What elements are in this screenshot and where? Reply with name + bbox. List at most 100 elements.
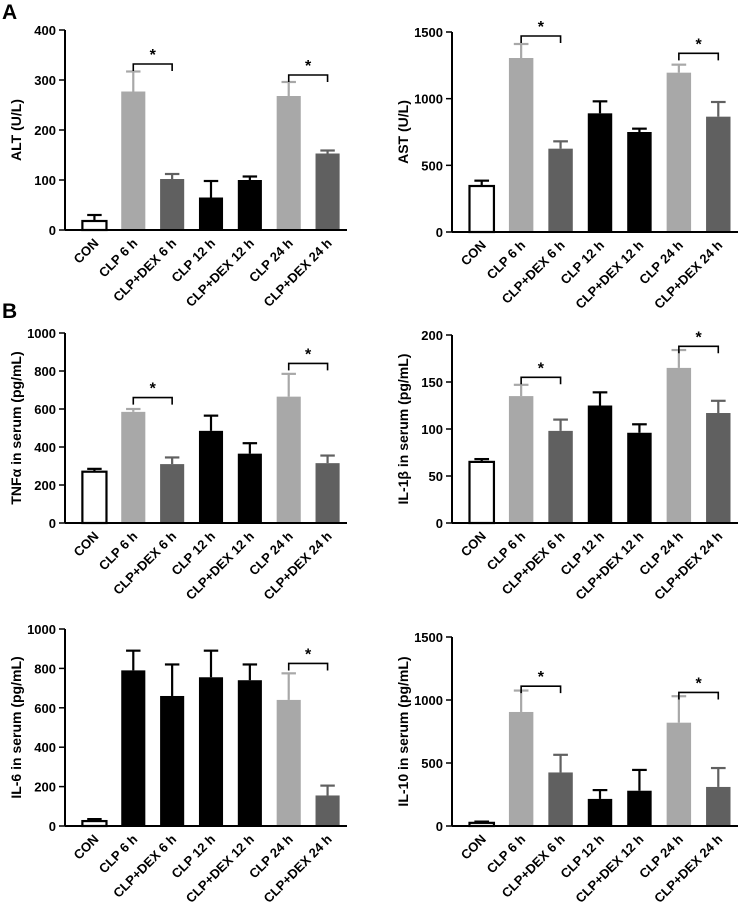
y-tick-label: 0 xyxy=(49,516,56,531)
x-tick-label: CLP+DEX 24 h xyxy=(651,528,725,602)
bar xyxy=(587,798,613,826)
bar xyxy=(198,677,224,826)
y-tick-label: 600 xyxy=(34,701,56,716)
significance-star: * xyxy=(150,47,157,64)
y-axis-title: ALT (U/L) xyxy=(8,99,24,161)
y-tick-label: 800 xyxy=(34,661,56,676)
y-tick-label: 50 xyxy=(429,469,443,484)
x-tick-label: CLP+DEX 12 h xyxy=(183,528,257,602)
significance-star: * xyxy=(538,669,545,686)
bar xyxy=(121,91,146,230)
bar xyxy=(706,786,731,826)
x-tick-label: CLP+DEX 24 h xyxy=(651,237,725,311)
bar xyxy=(627,432,652,523)
y-tick-label: 100 xyxy=(421,422,443,437)
bar xyxy=(627,790,652,826)
bar xyxy=(276,396,301,523)
y-tick-label: 200 xyxy=(34,123,56,138)
y-axis-title: AST (U/L) xyxy=(395,100,411,164)
significance-bracket xyxy=(678,691,720,700)
y-tick-label: 400 xyxy=(34,23,56,38)
bar xyxy=(508,711,534,826)
x-tick-label: CLP+DEX 12 h xyxy=(183,235,257,309)
bar xyxy=(237,453,262,523)
bar xyxy=(666,367,692,523)
y-tick-label: 200 xyxy=(34,780,56,795)
x-tick-label: CLP+DEX 24 h xyxy=(260,235,334,309)
significance-star: * xyxy=(695,329,702,346)
y-tick-label: 200 xyxy=(421,328,443,343)
significance-star: * xyxy=(305,346,312,363)
x-tick-label: CLP+DEX 24 h xyxy=(260,831,334,905)
y-tick-label: 1000 xyxy=(27,622,56,637)
chart-3: 0 50 100 150 200 IL-1β in serum (pg/mL) CON CLP… xyxy=(395,328,738,603)
significance-bracket xyxy=(520,685,562,694)
x-tick-label: CLP+DEX 12 h xyxy=(572,831,646,905)
bar xyxy=(548,148,573,232)
bar xyxy=(198,430,224,523)
panel-letter-b: B xyxy=(2,300,17,323)
y-tick-label: 0 xyxy=(49,819,56,834)
panel-letter-a: A xyxy=(2,1,17,24)
chart-4: 0 200 400 600 800 1000 IL-6 in serum (pg/mL) CO… xyxy=(8,622,347,906)
bar xyxy=(587,113,613,232)
bar xyxy=(160,179,185,230)
significance-star: * xyxy=(695,36,702,53)
y-tick-label: 0 xyxy=(436,819,443,834)
x-tick-label: CON xyxy=(71,236,102,267)
y-tick-label: 200 xyxy=(34,478,56,493)
bar xyxy=(315,795,340,826)
bar xyxy=(666,72,692,233)
significance-star: * xyxy=(695,675,702,692)
x-tick-label: CON xyxy=(458,238,489,269)
y-tick-label: 100 xyxy=(34,173,56,188)
y-tick-label: 1000 xyxy=(27,326,56,341)
significance-bracket xyxy=(287,74,329,82)
significance-star: * xyxy=(538,360,545,377)
significance-star: * xyxy=(150,381,157,398)
bar xyxy=(198,197,224,230)
bar xyxy=(666,722,692,826)
bar xyxy=(81,219,108,232)
bar xyxy=(468,460,496,525)
x-tick-label: CLP+DEX 24 h xyxy=(260,528,334,602)
x-tick-label: CLP+DEX 12 h xyxy=(572,237,646,311)
y-tick-label: 1500 xyxy=(414,630,443,645)
bar xyxy=(276,96,301,230)
y-tick-label: 1500 xyxy=(414,25,443,40)
y-tick-label: 500 xyxy=(421,756,443,771)
bar xyxy=(468,184,496,234)
significance-bracket xyxy=(678,345,720,354)
y-tick-label: 0 xyxy=(49,223,56,238)
y-tick-label: 500 xyxy=(421,158,443,173)
y-axis-title: IL-1β in serum (pg/mL) xyxy=(395,354,411,505)
significance-bracket xyxy=(132,396,173,405)
y-axis-title: IL-10 in serum (pg/mL) xyxy=(395,656,411,806)
y-tick-label: 800 xyxy=(34,364,56,379)
y-axis-title: TNFα in serum (pg/mL) xyxy=(8,351,24,504)
bar xyxy=(315,463,340,523)
y-tick-label: 600 xyxy=(34,402,56,417)
bar xyxy=(548,772,573,826)
y-tick-label: 1000 xyxy=(414,693,443,708)
bar xyxy=(121,670,146,826)
bar xyxy=(508,396,534,523)
y-tick-label: 1000 xyxy=(414,92,443,107)
x-tick-label: CON xyxy=(71,832,102,863)
bar xyxy=(706,116,731,232)
significance-bracket xyxy=(287,362,329,371)
bar xyxy=(627,132,652,232)
bar xyxy=(706,413,731,523)
significance-bracket xyxy=(520,376,562,385)
x-tick-label: CON xyxy=(458,832,489,863)
x-tick-label: CON xyxy=(71,529,102,560)
bar xyxy=(315,153,340,230)
x-tick-label: CLP+DEX 12 h xyxy=(183,831,257,905)
y-tick-label: 400 xyxy=(34,740,56,755)
significance-star: * xyxy=(305,58,312,75)
bar xyxy=(160,695,185,826)
bar xyxy=(508,58,534,232)
